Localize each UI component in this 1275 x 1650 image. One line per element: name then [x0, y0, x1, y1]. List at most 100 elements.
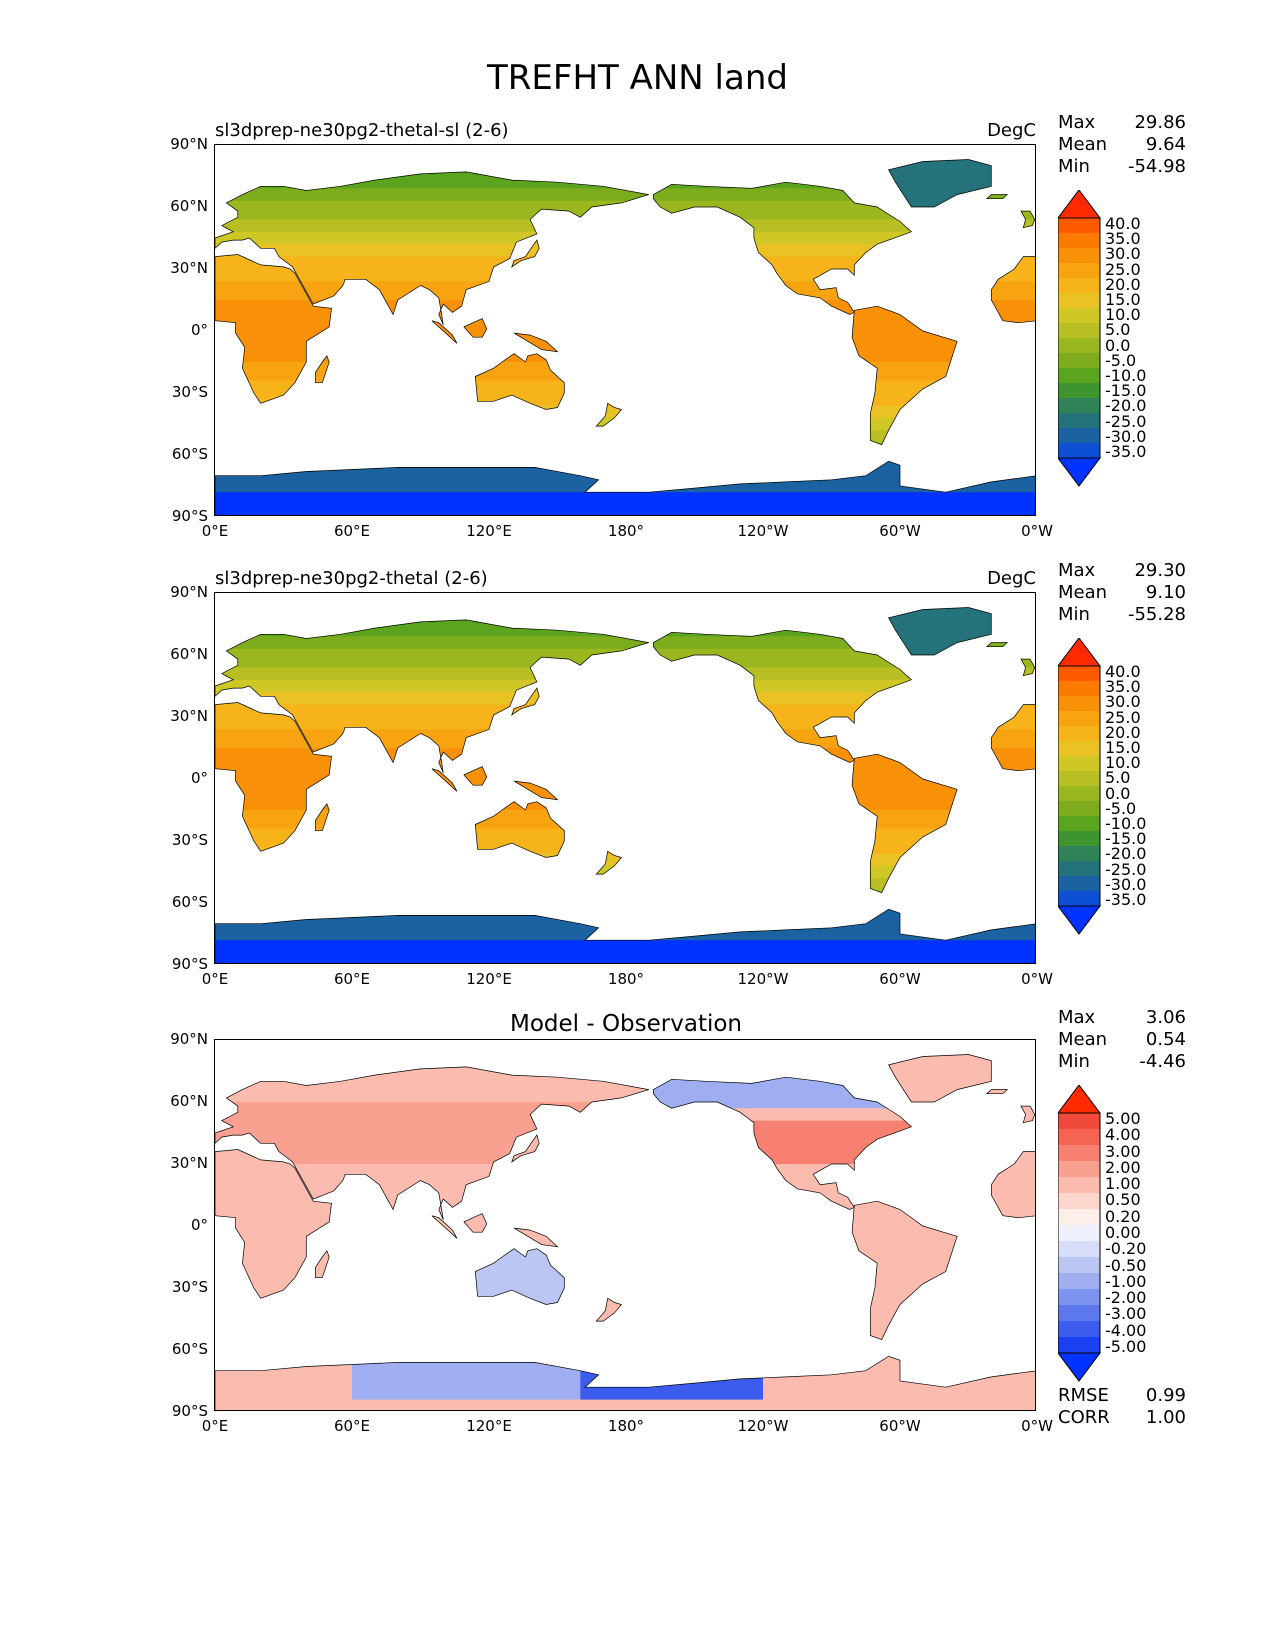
colorbar-label: 3.00 — [1105, 1141, 1141, 1161]
colorbar-label: -5.00 — [1105, 1337, 1147, 1356]
colorbar-segment — [1058, 443, 1100, 459]
lon-tick-label: 120°E — [466, 522, 512, 540]
panel-title: sl3dprep-ne30pg2-thetal-sl (2-6) — [215, 120, 509, 141]
coastline-namerica — [653, 181, 913, 315]
lat-tick-label: 60°N — [170, 197, 208, 215]
lat-tick-label: 30°N — [170, 1154, 208, 1172]
coastline-greenland — [888, 159, 992, 208]
colorbar-segment — [1058, 1305, 1100, 1322]
lon-tick-label: 120°E — [466, 970, 512, 988]
lon-tick-label: 60°W — [879, 1417, 921, 1435]
stat-label: Max — [1058, 560, 1096, 581]
colorbar-label: -1.00 — [1105, 1271, 1147, 1291]
colorbar-segment — [1058, 1113, 1100, 1130]
lon-tick-label: 60°E — [333, 522, 371, 540]
colorbar-label: 0.0 — [1105, 335, 1131, 355]
colorbar-label: -20.0 — [1105, 844, 1147, 864]
world-map — [214, 1039, 1036, 1411]
stat-row: Max 3.06 — [1058, 1007, 1186, 1029]
colorbar-label: 5.00 — [1105, 1109, 1141, 1128]
coastline-newguinea — [513, 1227, 559, 1248]
colorbar-segment — [1058, 1337, 1100, 1354]
colorbar-segment — [1058, 1177, 1100, 1194]
lat-tick-label: 0° — [190, 1216, 208, 1234]
colorbar-label: 10.0 — [1105, 305, 1141, 325]
colorbar-segment — [1058, 353, 1100, 369]
panel-stats: Max 3.06 Mean 0.54 Min -4.46 — [1058, 1007, 1186, 1073]
colorbar-label: -4.00 — [1105, 1320, 1147, 1340]
colorbar-segment — [1058, 1321, 1100, 1338]
colorbar-segment — [1058, 218, 1100, 234]
stat-label: Mean — [1058, 134, 1108, 155]
coastline-samerica — [851, 753, 958, 894]
colorbar-segment — [1058, 846, 1100, 862]
colorbar-segment — [1058, 876, 1100, 892]
stat-row: Max 29.86 — [1058, 112, 1186, 134]
lat-tick-label: 30°S — [171, 1278, 208, 1296]
stat-row: Max 29.30 — [1058, 560, 1186, 582]
stat-value: 1.00 — [1145, 1407, 1186, 1428]
panel-units: DegC — [987, 568, 1036, 589]
coastline-africa — [215, 1149, 332, 1299]
stat-label: Min — [1058, 604, 1090, 625]
stat-label: CORR — [1058, 1407, 1110, 1428]
stat-label: Min — [1058, 1051, 1090, 1072]
coastline-samerica — [851, 1200, 958, 1341]
colorbar-label: 35.0 — [1105, 677, 1141, 697]
coastline-japan — [511, 1134, 540, 1163]
rmse-corr-stats: RMSE 0.99 CORR 1.00 — [1058, 1385, 1186, 1429]
lon-tick-label: 120°W — [737, 1417, 789, 1435]
colorbar-segment — [1058, 383, 1100, 399]
coastline-africa — [215, 254, 332, 404]
coastline-greenland — [888, 607, 992, 656]
coastline-borneo — [463, 1213, 488, 1233]
stat-row: Mean 9.10 — [1058, 582, 1186, 604]
colorbar-segment — [1058, 413, 1100, 429]
colorbar-segment — [1058, 801, 1100, 817]
coastline-iceland — [985, 642, 1009, 648]
coastline-indonesia — [431, 320, 458, 344]
stat-value: -4.46 — [1139, 1051, 1186, 1072]
stat-row: Min -4.46 — [1058, 1051, 1186, 1073]
coastline-madagascar — [315, 803, 330, 832]
coastline-newguinea — [513, 332, 559, 353]
lat-tick-label: 90°S — [171, 955, 208, 973]
coastline-africa_w — [990, 256, 1035, 324]
stat-row: Mean 0.54 — [1058, 1029, 1186, 1051]
lat-tick-label: 0° — [190, 321, 208, 339]
colorbar-label: 0.0 — [1105, 783, 1131, 803]
colorbar-segment — [1058, 368, 1100, 384]
lon-tick-label: 0°W — [1021, 1417, 1053, 1435]
coastline-indonesia — [431, 1215, 458, 1239]
coastline-uk — [1020, 658, 1035, 677]
panel-title: sl3dprep-ne30pg2-thetal (2-6) — [215, 568, 488, 589]
stat-label: Mean — [1058, 582, 1108, 603]
colorbar-segment — [1058, 1225, 1100, 1242]
colorbar-segment — [1058, 891, 1100, 907]
colorbar-label: 30.0 — [1105, 692, 1141, 712]
map-svg — [215, 607, 1035, 963]
colorbar-label: 2.00 — [1105, 1157, 1141, 1177]
stat-value: 3.06 — [1145, 1007, 1186, 1028]
lon-tick-label: 120°W — [737, 970, 789, 988]
colorbar-segment — [1058, 741, 1100, 757]
colorbar-label: 20.0 — [1105, 274, 1141, 294]
colorbar-label: -0.50 — [1105, 1255, 1147, 1275]
colorbar-label: -10.0 — [1105, 366, 1147, 385]
lat-tick-label: 60°S — [171, 445, 208, 463]
lat-tick-label: 90°S — [171, 507, 208, 525]
colorbar-label: 40.0 — [1105, 214, 1141, 233]
colorbar-label: 0.20 — [1105, 1206, 1141, 1226]
colorbar-segment — [1058, 428, 1100, 444]
lat-tick-label: 90°N — [170, 583, 208, 601]
panel-units: DegC — [987, 120, 1036, 141]
colorbar-segment — [1058, 861, 1100, 877]
colorbar-segment — [1058, 681, 1100, 697]
colorbar-segment — [1058, 308, 1100, 324]
panel-stats: Max 29.86 Mean 9.64 Min -54.98 — [1058, 112, 1186, 178]
colorbar-label: 5.0 — [1105, 320, 1131, 340]
coastline-namerica — [653, 629, 913, 763]
stat-label: Min — [1058, 156, 1090, 177]
coastline-antarctica — [215, 1355, 1035, 1410]
stat-label: Max — [1058, 112, 1096, 133]
